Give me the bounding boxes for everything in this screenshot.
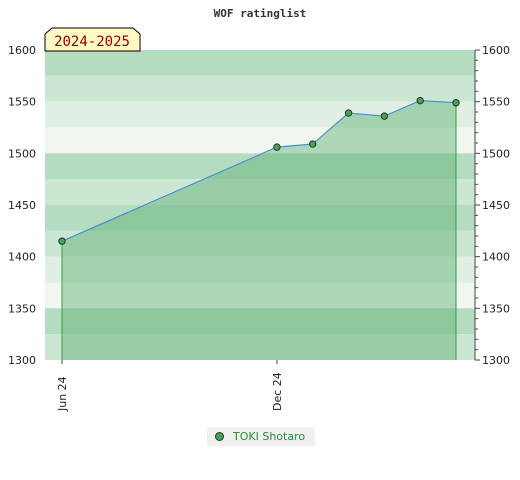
grid-band <box>45 205 475 231</box>
y-axis-right: 1300 1350 1400 1450 1500 1550 1600 <box>474 44 510 367</box>
y-tick-label-left: 1400 <box>8 251 36 264</box>
grid-band <box>45 153 475 180</box>
legend-marker-icon <box>215 432 224 441</box>
x-tick-label: Jun 24 <box>56 376 69 412</box>
legend-series-label: TOKI Shotaro <box>233 430 306 443</box>
grid-band <box>45 282 475 309</box>
season-badge: 2024-2025 <box>44 27 141 52</box>
x-axis: Jun 24 Dec 24 <box>56 360 284 412</box>
grid-band <box>45 101 475 128</box>
grid-band <box>45 179 475 205</box>
y-tick-label-right: 1450 <box>482 199 510 212</box>
y-tick-label-left: 1300 <box>8 354 36 367</box>
y-tick-label-left: 1600 <box>8 44 36 57</box>
chart-title: WOF ratinglist <box>214 7 307 20</box>
data-point[interactable] <box>380 112 389 120</box>
grid-band <box>45 230 475 257</box>
y-tick-label-left: 1350 <box>8 302 36 315</box>
y-tick-label-left: 1450 <box>8 199 36 212</box>
area-fill <box>62 100 456 360</box>
grid-band <box>45 256 475 283</box>
x-tick-label: Dec 24 <box>271 372 284 411</box>
y-axis-left: 1300 1350 1400 1450 1500 1550 1600 <box>8 44 36 367</box>
legend[interactable]: TOKI Shotaro <box>207 427 315 446</box>
y-tick-label-right: 1300 <box>482 354 510 367</box>
data-point[interactable] <box>416 96 424 105</box>
y-tick-label-right: 1350 <box>482 302 510 315</box>
y-tick-label-right: 1400 <box>482 251 510 264</box>
grid-band <box>45 75 475 102</box>
grid-band <box>45 334 475 360</box>
data-point[interactable] <box>273 143 281 151</box>
y-tick-label-right: 1600 <box>482 44 510 57</box>
season-label: 2024-2025 <box>54 34 130 50</box>
grid-band <box>45 127 475 154</box>
data-point[interactable] <box>344 109 353 117</box>
y-tick-label-right: 1500 <box>482 147 510 160</box>
grid-band <box>45 308 475 335</box>
background-bands <box>45 50 475 360</box>
y-tick-label-left: 1500 <box>8 147 36 160</box>
grid-band <box>45 50 475 76</box>
y-tick-label-right: 1550 <box>482 96 510 109</box>
data-point[interactable] <box>452 99 460 107</box>
y-tick-label-left: 1550 <box>8 96 36 109</box>
data-point[interactable] <box>58 237 66 245</box>
data-point[interactable] <box>309 140 317 148</box>
rating-points <box>58 96 460 245</box>
